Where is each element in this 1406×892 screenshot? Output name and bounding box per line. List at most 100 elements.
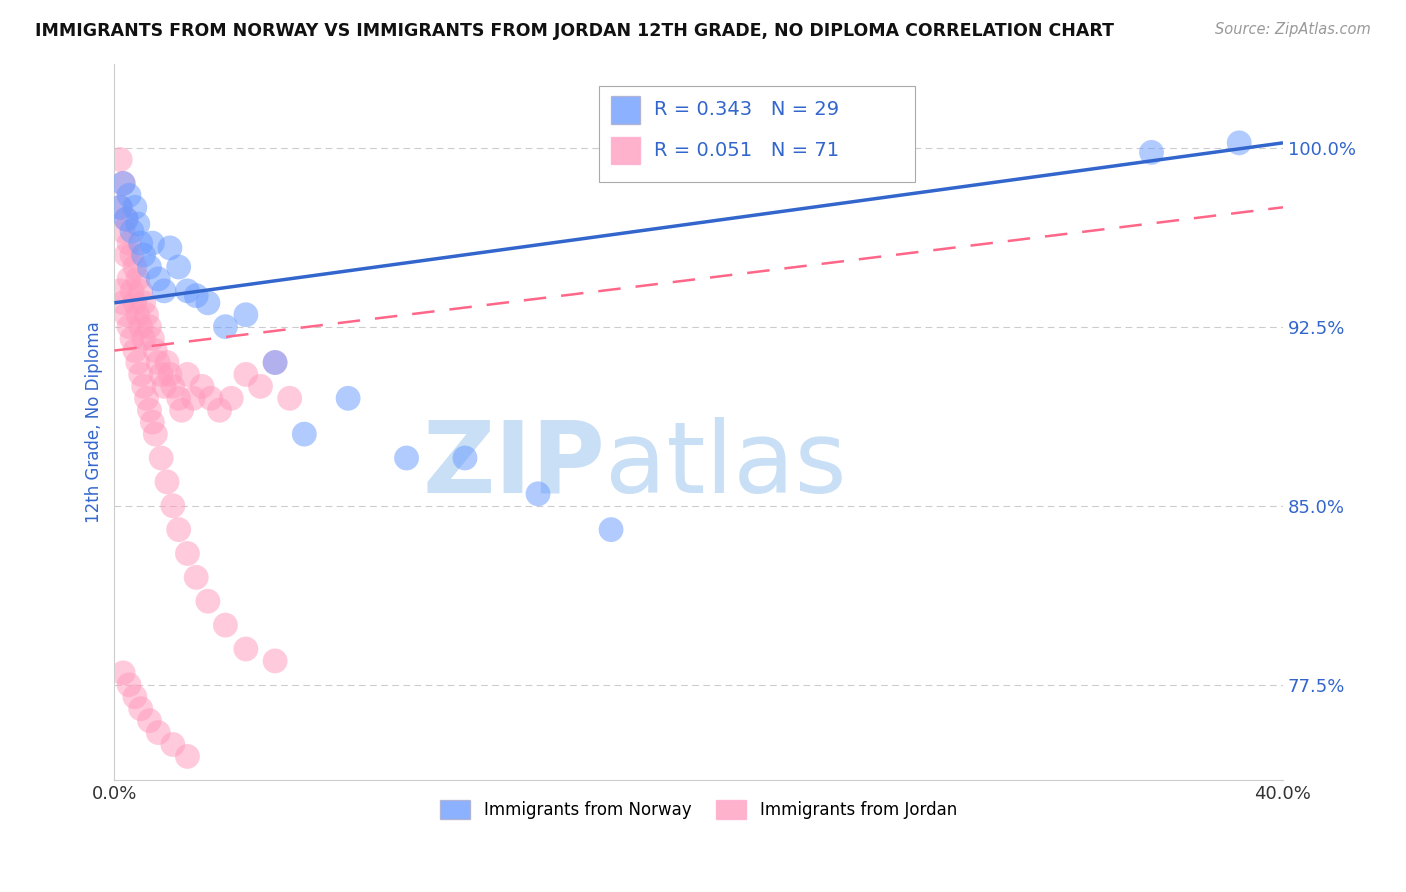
Point bbox=[135, 392, 157, 406]
Text: ZIP: ZIP bbox=[422, 417, 605, 514]
Text: IMMIGRANTS FROM NORWAY VS IMMIGRANTS FROM JORDAN 12TH GRADE, NO DIPLOMA CORRELAT: IMMIGRANTS FROM NORWAY VS IMMIGRANTS FRO… bbox=[35, 22, 1114, 40]
Point bbox=[214, 618, 236, 632]
Point bbox=[124, 200, 146, 214]
Point bbox=[235, 642, 257, 657]
Point bbox=[124, 343, 146, 358]
FancyBboxPatch shape bbox=[612, 96, 640, 123]
Point bbox=[156, 355, 179, 369]
Point bbox=[110, 284, 132, 298]
Point bbox=[156, 475, 179, 489]
Point bbox=[141, 236, 163, 251]
Point bbox=[138, 403, 160, 417]
FancyBboxPatch shape bbox=[612, 137, 640, 164]
Point bbox=[118, 188, 141, 202]
Point bbox=[162, 499, 184, 513]
Point bbox=[264, 654, 287, 668]
Point bbox=[132, 248, 155, 262]
Point bbox=[148, 355, 170, 369]
Y-axis label: 12th Grade, No Diploma: 12th Grade, No Diploma bbox=[86, 321, 103, 523]
Point bbox=[118, 319, 141, 334]
Point bbox=[138, 260, 160, 274]
Point bbox=[208, 403, 231, 417]
Point bbox=[118, 236, 141, 251]
Point bbox=[153, 379, 176, 393]
Point bbox=[124, 690, 146, 704]
Text: R = 0.051   N = 71: R = 0.051 N = 71 bbox=[654, 141, 839, 160]
Point bbox=[1140, 145, 1163, 160]
Point bbox=[214, 319, 236, 334]
Point bbox=[148, 272, 170, 286]
Point bbox=[127, 355, 149, 369]
Point bbox=[112, 224, 135, 238]
Point bbox=[127, 272, 149, 286]
Point bbox=[292, 427, 315, 442]
Legend: Immigrants from Norway, Immigrants from Jordan: Immigrants from Norway, Immigrants from … bbox=[434, 793, 963, 826]
Point bbox=[110, 200, 132, 214]
Point bbox=[150, 450, 173, 465]
Point bbox=[1227, 136, 1250, 150]
Point bbox=[112, 177, 135, 191]
Point bbox=[110, 153, 132, 167]
Point bbox=[112, 295, 135, 310]
Point bbox=[143, 427, 166, 442]
Point bbox=[186, 570, 208, 584]
Point bbox=[121, 224, 143, 238]
Point bbox=[129, 368, 152, 382]
Point bbox=[176, 284, 198, 298]
FancyBboxPatch shape bbox=[599, 86, 915, 182]
Point bbox=[127, 308, 149, 322]
Point bbox=[264, 355, 287, 369]
Point bbox=[167, 260, 190, 274]
Point bbox=[219, 392, 242, 406]
Point bbox=[186, 288, 208, 302]
Point bbox=[121, 332, 143, 346]
Point bbox=[115, 248, 138, 262]
Point bbox=[135, 308, 157, 322]
Point bbox=[112, 177, 135, 191]
Point bbox=[162, 379, 184, 393]
Point bbox=[159, 241, 181, 255]
Point bbox=[150, 368, 173, 382]
Point bbox=[200, 392, 222, 406]
Point bbox=[124, 295, 146, 310]
Point bbox=[132, 332, 155, 346]
Point bbox=[112, 665, 135, 680]
Point bbox=[167, 392, 190, 406]
Point bbox=[138, 319, 160, 334]
Point bbox=[148, 725, 170, 739]
Point bbox=[132, 295, 155, 310]
Point bbox=[129, 701, 152, 715]
Point bbox=[115, 212, 138, 227]
Point bbox=[197, 594, 219, 608]
Text: atlas: atlas bbox=[605, 417, 846, 514]
Point bbox=[176, 749, 198, 764]
Text: R = 0.343   N = 29: R = 0.343 N = 29 bbox=[654, 100, 839, 119]
Point bbox=[129, 319, 152, 334]
Point bbox=[162, 738, 184, 752]
Point bbox=[129, 236, 152, 251]
Text: Source: ZipAtlas.com: Source: ZipAtlas.com bbox=[1215, 22, 1371, 37]
Point bbox=[167, 523, 190, 537]
Point bbox=[197, 295, 219, 310]
Point bbox=[264, 355, 287, 369]
Point bbox=[170, 403, 193, 417]
Point bbox=[181, 392, 204, 406]
Point bbox=[110, 200, 132, 214]
Point bbox=[159, 368, 181, 382]
Point bbox=[235, 308, 257, 322]
Point bbox=[138, 714, 160, 728]
Point bbox=[600, 523, 623, 537]
Point bbox=[395, 450, 418, 465]
Point bbox=[127, 217, 149, 231]
Point bbox=[124, 260, 146, 274]
Point bbox=[141, 415, 163, 429]
Point bbox=[115, 212, 138, 227]
Point bbox=[527, 487, 550, 501]
Point bbox=[118, 678, 141, 692]
Point bbox=[115, 308, 138, 322]
Point bbox=[153, 284, 176, 298]
Point bbox=[132, 379, 155, 393]
Point bbox=[121, 284, 143, 298]
Point bbox=[191, 379, 214, 393]
Point bbox=[235, 368, 257, 382]
